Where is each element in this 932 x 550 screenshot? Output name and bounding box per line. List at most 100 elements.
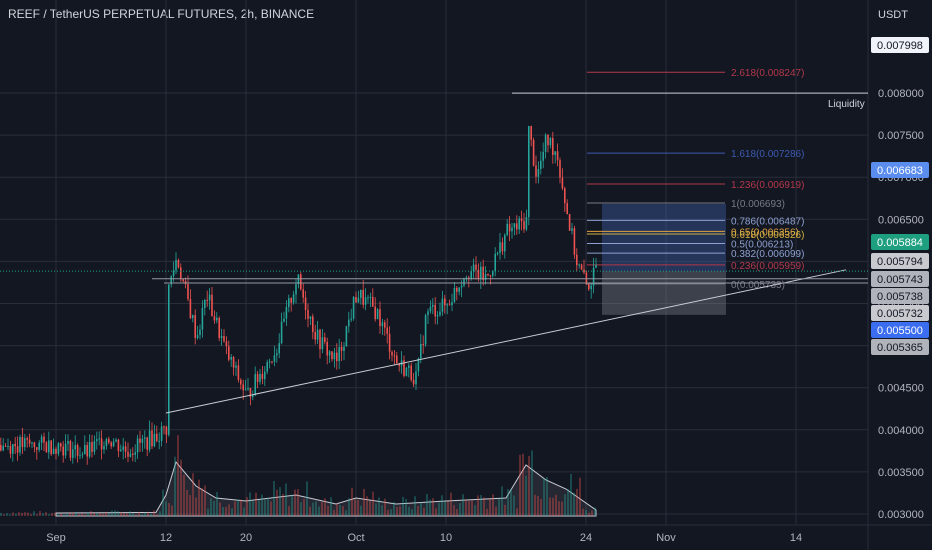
- candle-body: [74, 445, 76, 450]
- candle-body: [348, 319, 350, 327]
- volume-bar: [333, 509, 335, 516]
- volume-bar: [579, 477, 581, 516]
- candle-body: [432, 304, 434, 307]
- candle-body: [333, 352, 336, 360]
- volume-bar: [168, 502, 170, 516]
- volume-bar: [459, 503, 461, 516]
- candle-body: [592, 267, 595, 286]
- volume-bar: [255, 492, 257, 516]
- volume-bar: [249, 492, 251, 516]
- fib-label: 0.618(0.006326): [731, 230, 804, 241]
- candle-body: [369, 296, 372, 298]
- candle-body: [523, 221, 525, 230]
- candle-body: [244, 389, 247, 391]
- volume-bar: [522, 453, 524, 516]
- volume-bar: [117, 511, 119, 516]
- candle-body: [542, 151, 544, 161]
- y-tick-label: 0.008000: [878, 88, 924, 100]
- volume-bar: [138, 511, 140, 516]
- candle-body: [391, 351, 393, 356]
- fib-levels[interactable]: 2.618(0.008247) 1.618(0.007286) 1.236(0.00…: [587, 68, 804, 291]
- volume-bar: [414, 496, 416, 516]
- candle-body: [436, 315, 439, 317]
- volume-bar: [120, 511, 122, 516]
- price-tag-label: 0.005500: [877, 325, 923, 337]
- candle-body: [62, 446, 64, 456]
- volume-bar: [39, 511, 41, 516]
- volume-bar: [291, 494, 293, 516]
- volume-bar: [546, 476, 548, 516]
- price-tag-label: 0.005365: [877, 342, 923, 354]
- time-axis[interactable]: Sep 12 20 Oct 10 24 Nov 14: [46, 532, 802, 544]
- candle-body: [40, 436, 43, 443]
- candle-body: [578, 264, 580, 266]
- candle-body: [568, 214, 571, 231]
- candle-body: [84, 444, 86, 455]
- candle-body: [458, 287, 460, 292]
- volume-bar: [507, 489, 509, 516]
- candle-body: [352, 296, 355, 319]
- price-tag-label: 0.005794: [877, 256, 923, 268]
- candle-body: [295, 284, 297, 295]
- volume-bar: [534, 494, 536, 516]
- volume-bar: [420, 502, 422, 516]
- price-tag: [871, 37, 929, 53]
- volume-bar: [213, 500, 215, 516]
- volume-bar: [48, 514, 50, 516]
- volume-bar: [426, 493, 428, 516]
- candle-body: [242, 384, 244, 391]
- candle-body: [331, 351, 333, 360]
- candle-body: [484, 274, 487, 280]
- price-tag-label: 0.005884: [877, 237, 923, 249]
- candle-body: [124, 446, 127, 452]
- candle-body: [76, 445, 79, 456]
- candle-body: [55, 448, 57, 454]
- volume-bar: [297, 489, 299, 516]
- candle-body: [376, 309, 379, 320]
- candle-body: [36, 447, 38, 450]
- candle-body: [372, 296, 374, 307]
- volume-bar: [357, 499, 359, 516]
- candle-body: [213, 316, 216, 321]
- candle-body: [216, 317, 218, 321]
- price-tag-label: 0.005738: [877, 291, 923, 303]
- candle-body: [417, 358, 420, 372]
- volume-bar: [177, 435, 179, 516]
- candle-body: [451, 302, 453, 306]
- candle-body: [309, 316, 312, 319]
- candle-body: [129, 453, 132, 457]
- y-tick-label: 0.004000: [878, 425, 924, 437]
- volume-bar: [171, 505, 173, 516]
- volume-bar: [228, 504, 230, 516]
- volume-bar: [132, 513, 134, 516]
- volume-bar: [78, 514, 80, 516]
- volume-bar: [462, 494, 464, 516]
- fib-label: 0.65(0.006356): [731, 227, 799, 238]
- candle-body: [108, 439, 110, 443]
- candle-body: [60, 443, 62, 447]
- candle-body: [45, 442, 48, 453]
- candle-body: [93, 441, 96, 452]
- volume-bar: [312, 502, 314, 516]
- volume-bar: [336, 503, 338, 516]
- candle-body: [168, 284, 170, 435]
- volume-bar: [405, 498, 407, 516]
- chart-title: REEF / TetherUS PERPETUAL FUTURES, 2h, B…: [8, 7, 315, 21]
- candle-body: [136, 438, 139, 453]
- volume-bar: [552, 497, 554, 516]
- candle-body: [379, 309, 381, 327]
- volume-bar: [36, 514, 38, 516]
- drawings[interactable]: Liquidity: [0, 92, 868, 414]
- volume-bar: [258, 500, 260, 516]
- candle-body: [456, 287, 458, 292]
- candle-body: [240, 379, 242, 385]
- volume-bar: [555, 494, 557, 516]
- price-tag: [871, 305, 929, 321]
- candle-body: [261, 373, 264, 380]
- price-axis[interactable]: 0.0080000.0075000.0070000.0065000.006000…: [878, 88, 924, 521]
- volume-bar: [141, 514, 143, 516]
- volume-bar: [153, 510, 155, 516]
- candle-body: [420, 344, 422, 359]
- candle-body: [590, 285, 592, 290]
